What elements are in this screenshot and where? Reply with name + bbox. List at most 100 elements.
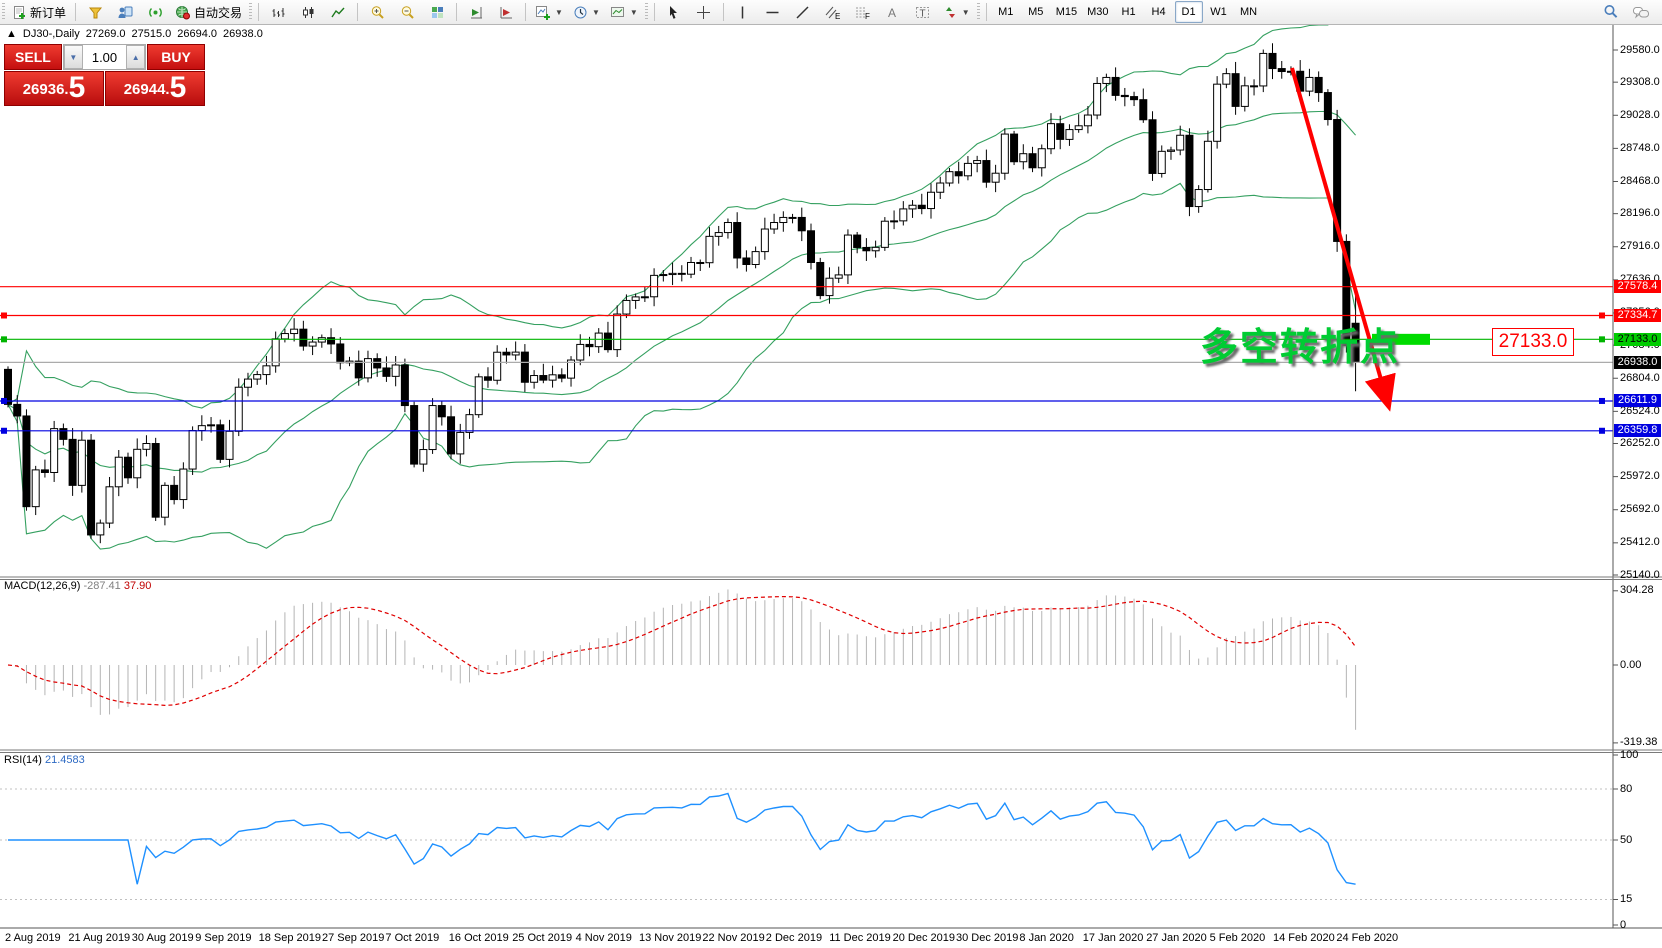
chart-shift-button[interactable] xyxy=(492,1,520,23)
toolbar-grip[interactable] xyxy=(249,3,253,21)
date-label[interactable]: 30 Dec 2019 xyxy=(956,932,1019,944)
date-label[interactable]: 14 Feb 2020 xyxy=(1273,932,1335,944)
zoom-in-button[interactable] xyxy=(363,1,391,23)
candle-bear xyxy=(400,364,409,407)
dropdown-caret: ▼ xyxy=(629,7,638,17)
trendline-button[interactable] xyxy=(789,1,817,23)
sell-price-button[interactable]: 26936. 5 xyxy=(4,71,104,106)
zoom-out-button[interactable] xyxy=(393,1,421,23)
date-label[interactable]: 11 Dec 2019 xyxy=(829,932,891,944)
candle-bull xyxy=(770,222,779,230)
bar-chart-button[interactable] xyxy=(264,1,292,23)
buy-button[interactable]: BUY xyxy=(147,44,205,70)
candle-bull xyxy=(908,204,917,210)
price-line-label-27578.4: 27578.4 xyxy=(1614,280,1661,294)
date-label[interactable]: 25 Oct 2019 xyxy=(512,932,573,944)
timeframe-button-h1[interactable]: H1 xyxy=(1121,6,1136,18)
cursor-button[interactable] xyxy=(660,1,688,23)
symbol-collapse-icon[interactable]: ▲ xyxy=(6,28,17,40)
chat-button[interactable] xyxy=(1627,1,1655,23)
horizontal-line-button[interactable] xyxy=(759,1,787,23)
annotation-highlight-bar[interactable] xyxy=(1372,333,1430,345)
timeframe-button-d1[interactable]: D1 xyxy=(1174,1,1203,23)
new-chart-button[interactable]: ▼ xyxy=(531,1,567,23)
volume-value[interactable]: 1.00 xyxy=(91,49,118,65)
candle-bull xyxy=(31,469,40,508)
hline-handle[interactable] xyxy=(1599,312,1605,319)
crosshair-button[interactable] xyxy=(690,1,718,23)
volume-down-button[interactable]: ▼ xyxy=(63,45,83,69)
timeframe-button-h4[interactable]: H4 xyxy=(1151,6,1166,18)
new-order-button[interactable]: 新订单 xyxy=(8,1,70,23)
sell-button[interactable]: SELL xyxy=(4,44,62,70)
date-label[interactable]: 2 Aug 2019 xyxy=(5,932,61,944)
volume-up-button[interactable]: ▲ xyxy=(126,45,146,69)
text-button[interactable]: A xyxy=(879,1,907,23)
date-label[interactable]: 2 Dec 2019 xyxy=(765,932,823,944)
arrows-button[interactable]: ▼ xyxy=(939,1,974,23)
toolbar-grip[interactable] xyxy=(2,3,5,21)
date-label[interactable]: 24 Feb 2020 xyxy=(1336,932,1399,944)
date-label[interactable]: 13 Nov 2019 xyxy=(639,932,702,944)
hline-handle[interactable] xyxy=(1,336,7,343)
hline-handle[interactable] xyxy=(1,312,7,319)
timeframe-button-m1[interactable]: M1 xyxy=(998,6,1014,18)
annotation-turning-point-text[interactable]: 多空转折点 xyxy=(1200,327,1401,369)
timeframe-button-mn[interactable]: MN xyxy=(1239,6,1258,18)
autotrading-button[interactable]: 自动交易 xyxy=(171,1,246,23)
rsi-panel[interactable] xyxy=(0,788,1613,900)
price-tick-label: 27916.0 xyxy=(1620,240,1660,253)
candle-bull xyxy=(631,296,640,301)
hline-handle[interactable] xyxy=(1,427,7,434)
date-label[interactable]: 30 Aug 2019 xyxy=(131,932,194,944)
candle-bull xyxy=(493,351,502,381)
periods-button[interactable]: ▼ xyxy=(569,1,604,23)
community-button[interactable] xyxy=(111,1,139,23)
hline-handle[interactable] xyxy=(1599,336,1605,343)
date-label[interactable]: 22 Nov 2019 xyxy=(702,932,765,944)
timeframe-button-w1[interactable]: W1 xyxy=(1210,6,1227,18)
hline-handle[interactable] xyxy=(1599,397,1605,404)
fibonacci-button[interactable]: F xyxy=(849,1,877,23)
date-label[interactable]: 21 Aug 2019 xyxy=(68,932,131,944)
date-label[interactable]: 5 Feb 2020 xyxy=(1209,932,1266,944)
date-label[interactable]: 17 Jan 2020 xyxy=(1082,932,1144,944)
date-label[interactable]: 7 Oct 2019 xyxy=(385,932,440,944)
candle-bear xyxy=(585,343,594,348)
timeframe-button-m5[interactable]: M5 xyxy=(1028,6,1044,18)
vertical-line-button[interactable] xyxy=(729,1,757,23)
date-label[interactable]: 27 Jan 2020 xyxy=(1146,932,1207,944)
annotation-price-textbox[interactable]: 27133.0 xyxy=(1492,328,1574,356)
timeframe-button-m15[interactable]: M15 xyxy=(1055,6,1078,18)
buy-price-button[interactable]: 26944. 5 xyxy=(105,71,205,106)
toolbar-grip[interactable] xyxy=(644,3,648,21)
date-label[interactable]: 4 Nov 2019 xyxy=(575,932,632,944)
templates-button[interactable]: ▼ xyxy=(606,1,642,23)
date-label[interactable]: 20 Dec 2019 xyxy=(892,932,955,944)
candlestick-chart-button[interactable] xyxy=(294,1,322,23)
line-chart-button[interactable] xyxy=(324,1,352,23)
toolbar-grip[interactable] xyxy=(976,3,980,21)
signals-button[interactable] xyxy=(141,1,169,23)
macd-panel[interactable] xyxy=(7,589,1357,730)
chart-shift-icon xyxy=(500,6,512,18)
hline-handle[interactable] xyxy=(1599,427,1605,434)
date-label[interactable]: 27 Sep 2019 xyxy=(322,932,385,944)
annotation-arrow[interactable] xyxy=(1290,67,1396,412)
text-label-button[interactable]: T xyxy=(909,1,937,23)
tile-windows-button[interactable] xyxy=(423,1,451,23)
candle-bear xyxy=(539,375,548,381)
search-button[interactable] xyxy=(1597,1,1625,23)
auto-scroll-button[interactable] xyxy=(462,1,490,23)
candle-bull xyxy=(576,343,585,361)
date-label[interactable]: 9 Sep 2019 xyxy=(195,932,252,944)
hline-handle[interactable] xyxy=(1,397,7,404)
date-label[interactable]: 18 Sep 2019 xyxy=(258,932,321,944)
date-label[interactable]: 8 Jan 2020 xyxy=(1019,932,1074,944)
date-label[interactable]: 16 Oct 2019 xyxy=(448,932,509,944)
main-chart-panel[interactable] xyxy=(4,0,1360,550)
timeframe-button-m30[interactable]: M30 xyxy=(1087,6,1109,18)
equidistant-channel-button[interactable]: E xyxy=(819,1,847,23)
alerts-button[interactable] xyxy=(81,1,109,23)
